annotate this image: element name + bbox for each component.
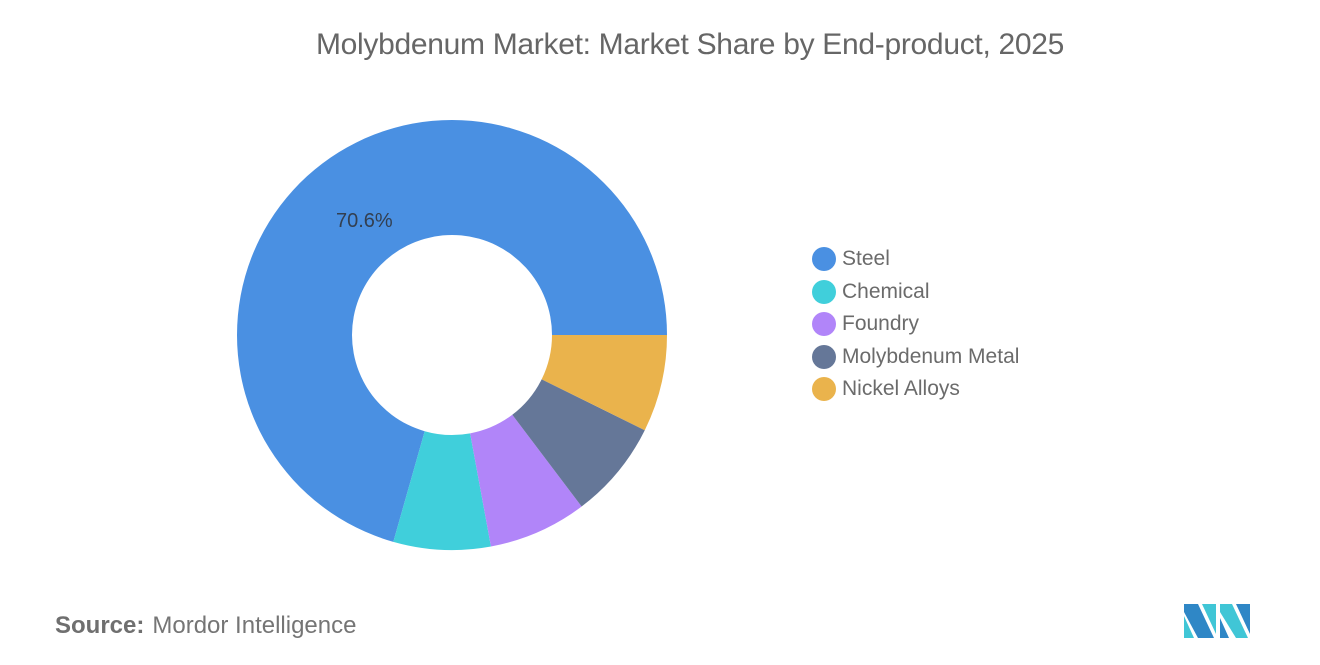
legend-label: Chemical — [842, 279, 930, 303]
steel-swatch-icon — [812, 247, 836, 272]
steel-percentage-label: 70.6% — [336, 210, 393, 232]
foundry-swatch-icon — [812, 312, 836, 337]
legend-item-molybdenum-metal[interactable]: Molybdenum Metal — [812, 341, 1019, 374]
legend-item-foundry[interactable]: Foundry — [812, 308, 1019, 341]
source-value: Mordor Intelligence — [152, 612, 357, 639]
legend-label: Nickel Alloys — [842, 377, 960, 401]
legend-label: Molybdenum Metal — [842, 344, 1020, 368]
legend-label: Foundry — [842, 312, 920, 336]
molybdenum-metal-swatch-icon — [812, 344, 836, 369]
slice-steel[interactable] — [237, 119, 667, 542]
chart-title: Molybdenum Market: Market Share by End-p… — [315, 28, 1065, 61]
source-key: Source: — [55, 612, 145, 639]
slice-molybdenum-metal[interactable] — [512, 379, 645, 507]
nickel-alloys-swatch-icon — [812, 377, 836, 402]
source-note: Source: Mordor Intelligence — [55, 612, 356, 640]
legend: Steel Chemical Foundry Molybdenum Metal … — [812, 243, 1019, 406]
legend-item-chemical[interactable]: Chemical — [812, 276, 1019, 309]
legend-item-steel[interactable]: Steel — [812, 243, 1019, 276]
legend-label: Steel — [842, 247, 890, 271]
donut-slices — [237, 119, 667, 550]
chemical-swatch-icon — [812, 279, 836, 304]
slice-foundry[interactable] — [470, 414, 582, 547]
legend-item-nickel-alloys[interactable]: Nickel Alloys — [812, 373, 1019, 406]
slice-nickel-alloys[interactable] — [541, 335, 667, 431]
slice-chemical[interactable] — [393, 431, 491, 550]
mordor-intelligence-logo-icon — [1184, 604, 1250, 638]
